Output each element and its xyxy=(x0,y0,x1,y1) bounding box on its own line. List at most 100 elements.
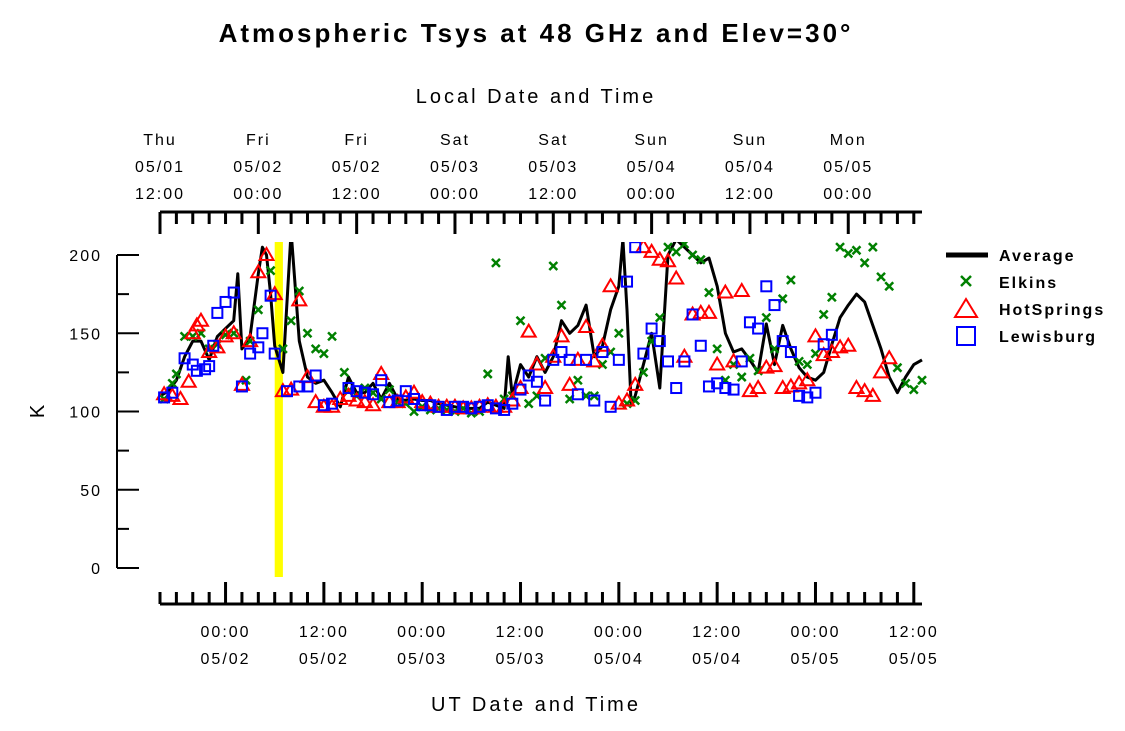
legend-label: Lewisburg xyxy=(999,329,1097,346)
bottom-tick-label: 12:00 xyxy=(692,624,742,641)
elkins-point xyxy=(877,273,885,281)
bottom-tick-label: 05/04 xyxy=(692,651,742,668)
elkins-point xyxy=(549,262,557,270)
elkins-point xyxy=(844,249,852,257)
elkins-point xyxy=(557,301,565,309)
y-tick-label: 100 xyxy=(69,405,102,422)
bottom-tick-label: 05/05 xyxy=(889,651,939,668)
bottom-tick-label: 05/04 xyxy=(594,651,644,668)
bottom-tick-label: 05/05 xyxy=(790,651,840,668)
legend-square-swatch xyxy=(957,327,975,345)
elkins-point xyxy=(312,345,320,353)
bottom-tick-label: 12:00 xyxy=(299,624,349,641)
top-tick-label: 00:00 xyxy=(823,186,873,203)
bottom-tick-label: 00:00 xyxy=(790,624,840,641)
hotsprings-point xyxy=(718,286,732,298)
elkins-point xyxy=(320,350,328,358)
elkins-point xyxy=(836,243,844,251)
top-tick-label: 05/04 xyxy=(627,159,677,176)
hotsprings-point xyxy=(735,284,749,296)
elkins-point xyxy=(893,364,901,372)
elkins-point xyxy=(885,282,893,290)
top-tick-label: 05/03 xyxy=(528,159,578,176)
legend-label: Elkins xyxy=(999,275,1058,292)
elkins-point xyxy=(254,306,262,314)
top-tick-label: 12:00 xyxy=(725,186,775,203)
legend-entry-average: Average xyxy=(946,248,1076,265)
elkins-point xyxy=(787,276,795,284)
top-tick-label: 05/02 xyxy=(332,159,382,176)
elkins-point xyxy=(918,376,926,384)
hotsprings-point xyxy=(669,271,683,283)
bottom-tick-label: 12:00 xyxy=(889,624,939,641)
lewisburg-point xyxy=(663,356,673,366)
top-tick-label: Fri xyxy=(344,132,369,149)
hotsprings-point xyxy=(522,325,536,337)
lewisburg-point xyxy=(540,396,550,406)
elkins-point xyxy=(705,289,713,297)
top-tick-label: 05/01 xyxy=(135,159,185,176)
legend-entry-elkins: Elkins xyxy=(961,275,1058,292)
top-tick-label: 12:00 xyxy=(135,186,185,203)
lewisburg-point xyxy=(212,308,222,318)
elkins-point xyxy=(517,317,525,325)
elkins-point xyxy=(852,246,860,254)
top-tick-label: 05/05 xyxy=(823,159,873,176)
bottom-tick-label: 05/03 xyxy=(495,651,545,668)
lewisburg-point xyxy=(614,355,624,365)
top-tick-label: 05/03 xyxy=(430,159,480,176)
tsys-chart: Atmospheric Tsys at 48 GHz and Elev=30° … xyxy=(0,0,1125,731)
elkins-point xyxy=(869,243,877,251)
lewisburg-point xyxy=(257,328,267,338)
legend-x-swatch xyxy=(961,276,971,286)
bottom-tick-label: 05/02 xyxy=(299,651,349,668)
elkins-point xyxy=(762,314,770,322)
legend: Average Elkins HotSprings Lewisburg xyxy=(946,248,1105,346)
top-tick-label: 12:00 xyxy=(332,186,382,203)
elkins-point xyxy=(492,259,500,267)
legend-entry-lewisburg: Lewisburg xyxy=(957,327,1097,346)
top-tick-label: 12:00 xyxy=(528,186,578,203)
elkins-point xyxy=(910,386,918,394)
bottom-tick-label: 00:00 xyxy=(201,624,251,641)
top-tick-label: 00:00 xyxy=(627,186,677,203)
elkins-point xyxy=(287,317,295,325)
elkins-point xyxy=(738,373,746,381)
top-tick-label: Sat xyxy=(440,132,470,149)
top-tick-label: Sun xyxy=(733,132,767,149)
bottom-tick-label: 05/03 xyxy=(397,651,447,668)
y-tick-label: 0 xyxy=(91,561,102,578)
lewisburg-point xyxy=(671,383,681,393)
hotsprings-point xyxy=(604,279,618,291)
elkins-point xyxy=(689,251,697,259)
bottom-tick-label: 12:00 xyxy=(495,624,545,641)
top-tick-label: 05/02 xyxy=(233,159,283,176)
top-tick-label: Sun xyxy=(634,132,668,149)
hotsprings-point xyxy=(579,320,593,332)
elkins-point xyxy=(328,332,336,340)
legend-triangle-swatch xyxy=(955,299,977,317)
y-tick-label: 200 xyxy=(69,248,102,265)
legend-entry-hotsprings: HotSprings xyxy=(955,299,1105,319)
hotsprings-point xyxy=(751,381,765,393)
top-axis-label: Local Date and Time xyxy=(416,86,656,108)
top-tick-label: Fri xyxy=(246,132,271,149)
elkins-point xyxy=(303,329,311,337)
bottom-tick-label: 05/02 xyxy=(201,651,251,668)
elkins-point xyxy=(861,259,869,267)
elkins-point xyxy=(615,329,623,337)
x-axis-label: UT Date and Time xyxy=(431,694,641,716)
legend-label: HotSprings xyxy=(999,302,1105,319)
elkins-point xyxy=(340,368,348,376)
lewisburg-point xyxy=(376,375,386,385)
y-tick-label: 50 xyxy=(80,483,102,500)
elkins-point xyxy=(828,293,836,301)
elkins-point xyxy=(525,400,533,408)
elkins-point xyxy=(574,376,582,384)
lewisburg-point xyxy=(770,300,780,310)
elkins-point xyxy=(803,361,811,369)
elkins-point xyxy=(656,314,664,322)
bottom-tick-label: 00:00 xyxy=(594,624,644,641)
legend-label: Average xyxy=(999,248,1076,265)
elkins-point xyxy=(820,310,828,318)
